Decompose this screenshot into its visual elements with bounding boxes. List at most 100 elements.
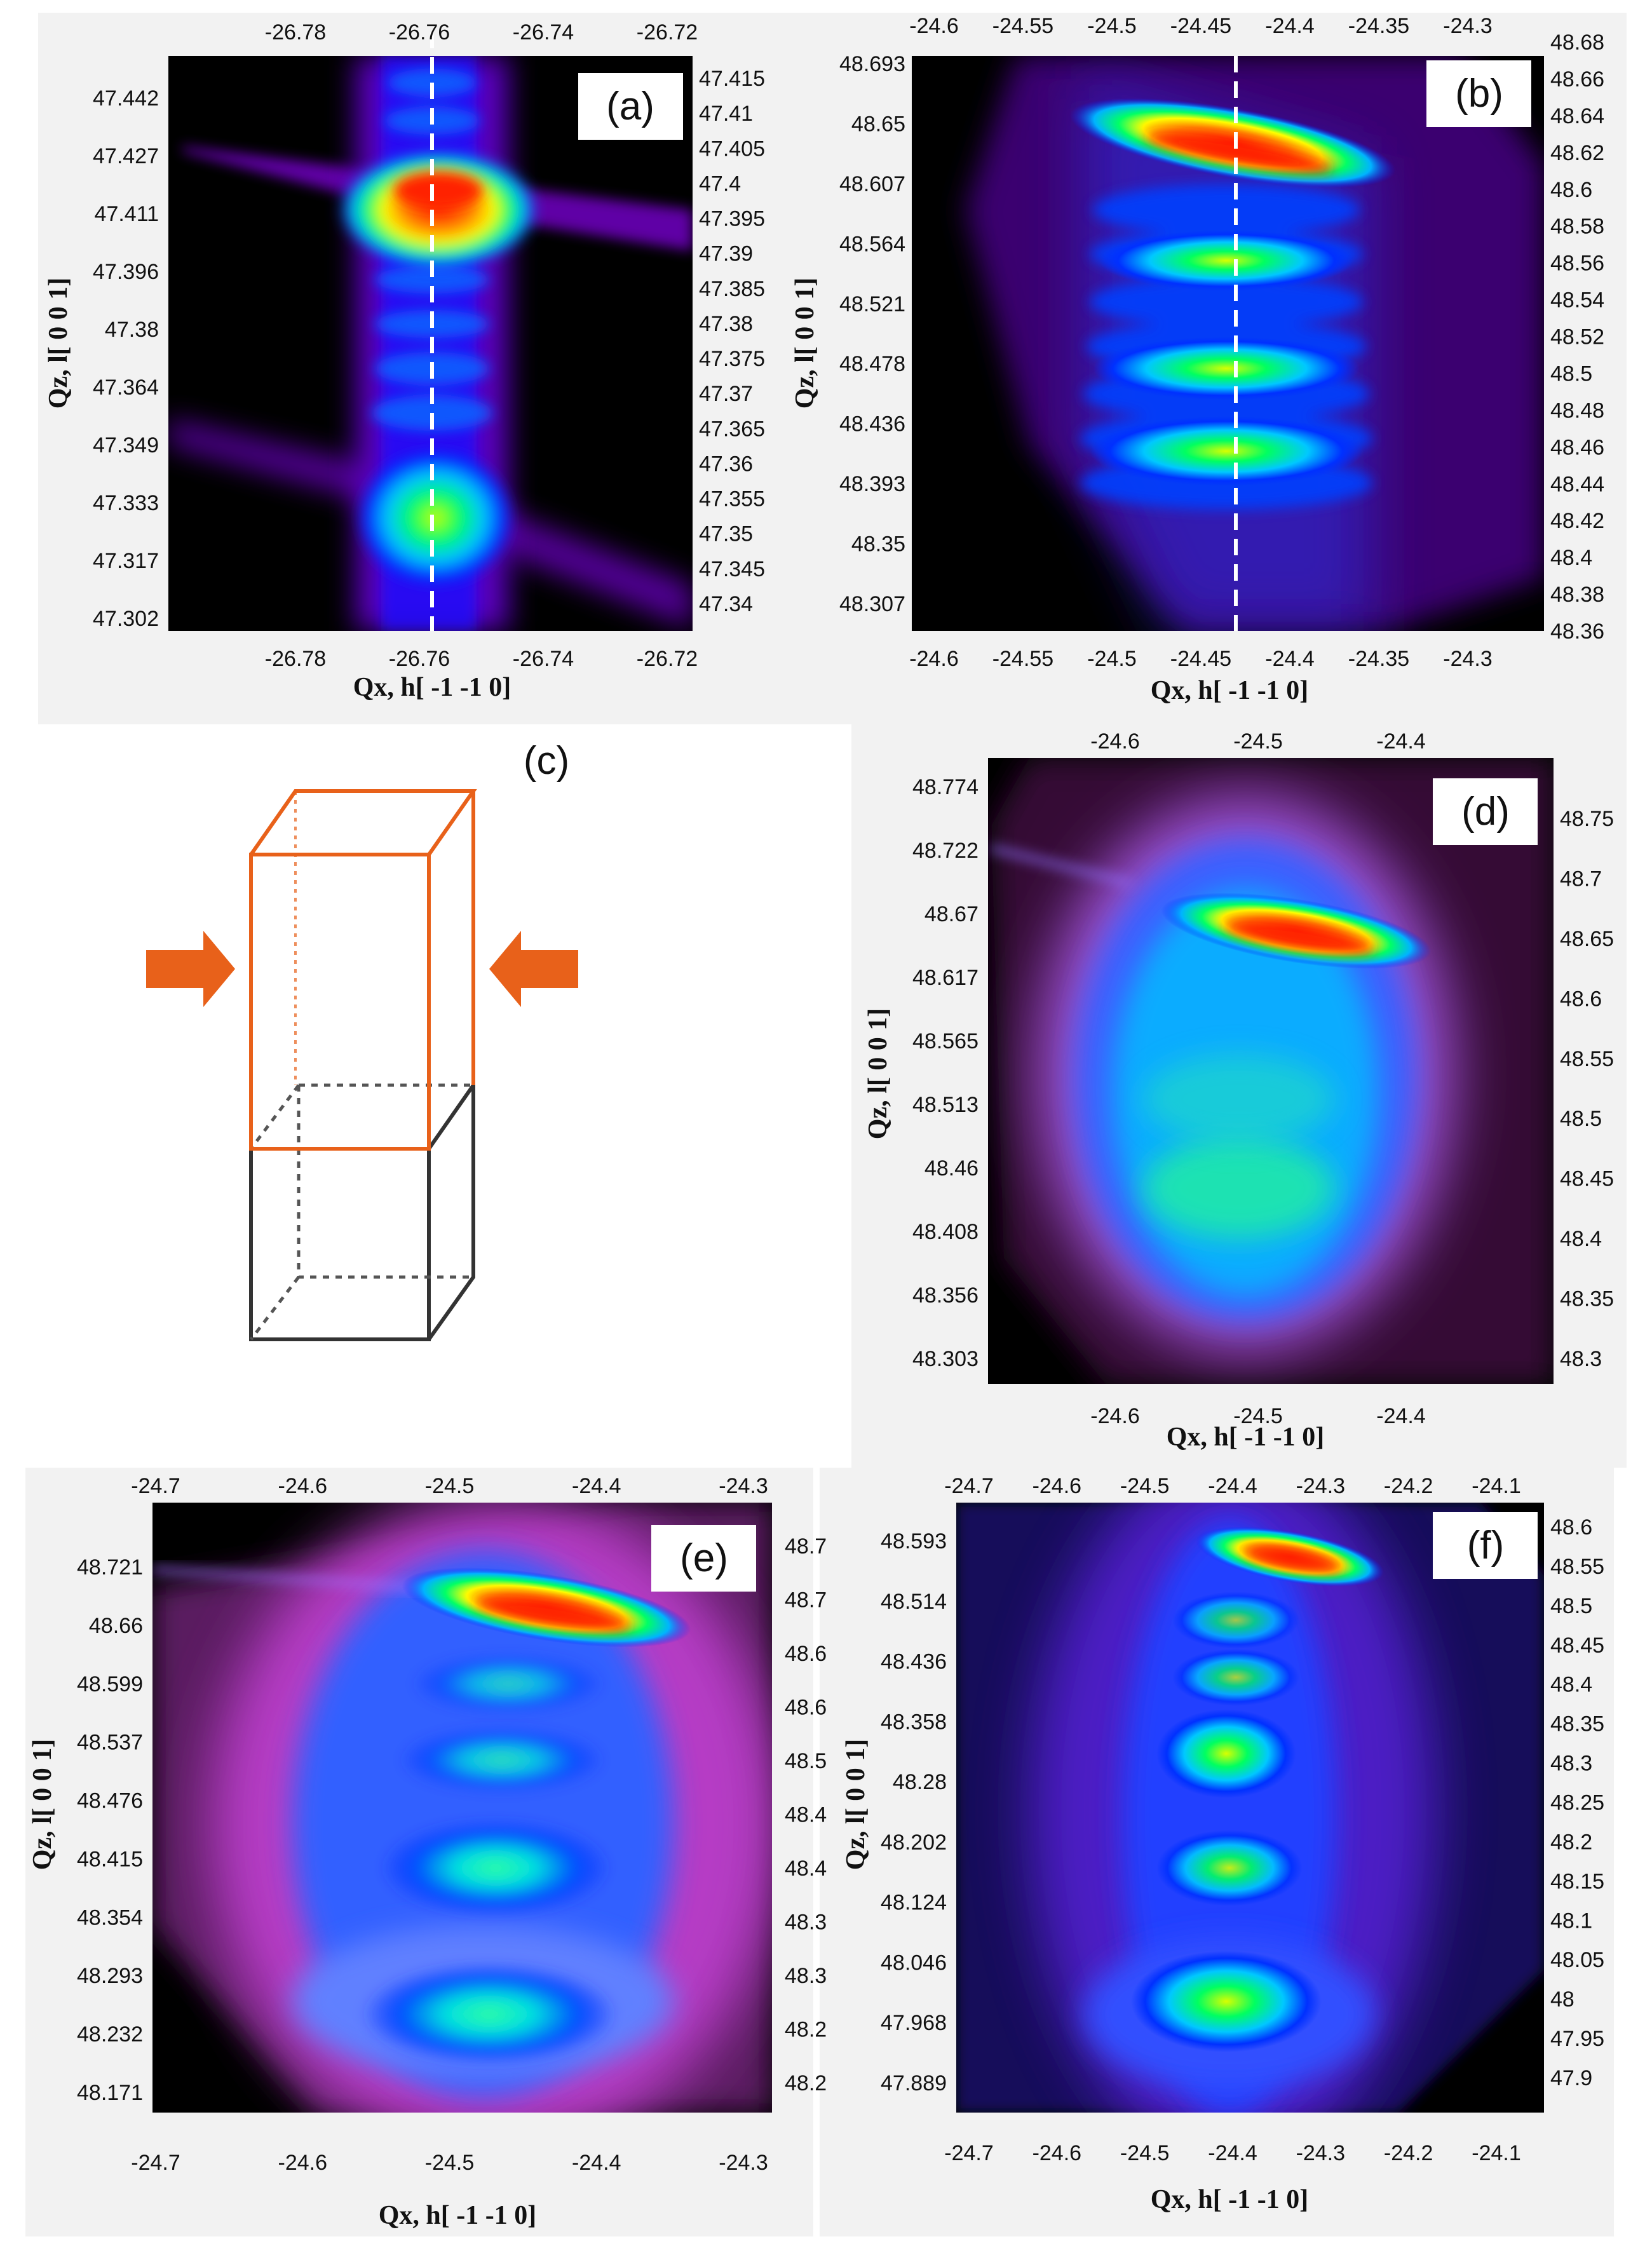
x-tick-label: -24.3 xyxy=(1296,2141,1346,2165)
y-tick-label: 48.6 xyxy=(785,1696,827,1720)
x-tick-label: -24.35 xyxy=(1348,647,1409,671)
y-tick-label: 47.411 xyxy=(95,202,159,226)
y-tick-label: 47.355 xyxy=(699,487,765,511)
y-tick-label: 48.722 xyxy=(912,839,978,863)
y-tick-label: 48.66 xyxy=(89,1614,143,1638)
y-tick-label: 48.67 xyxy=(924,902,978,926)
panel-d-y-ticks-left: 48.774 48.722 48.67 48.617 48.565 48.513 48.46… xyxy=(912,775,978,1371)
x-tick-label: -24.7 xyxy=(944,2141,994,2165)
y-tick-label: 48.05 xyxy=(1550,1948,1604,1972)
x-tick-label: -24.2 xyxy=(1384,1474,1433,1498)
x-tick-label: -24.2 xyxy=(1384,2141,1433,2165)
panel-a-y-ticks-right: 47.415 47.41 47.405 47.4 47.395 47.39 47.385 47… xyxy=(699,67,765,616)
panel-e-y-ticks-right: 48.7 48.7 48.6 48.6 48.5 48.4 48.4 48.3 48.3 48.2… xyxy=(785,1534,827,2095)
panel-f-xlabel: Qx, h[ -1 -1 0] xyxy=(1151,2185,1308,2214)
y-tick-label: 48.4 xyxy=(1550,1673,1592,1697)
y-tick-label: 48.293 xyxy=(77,1964,143,1988)
y-tick-label: 48.307 xyxy=(839,592,905,616)
panel-e-y-ticks-left: 48.721 48.66 48.599 48.537 48.476 48.415 48.35… xyxy=(77,1555,143,2105)
panel-a-y-ticks-left: 47.442 47.427 47.411 47.396 47.38 47.364 47.34… xyxy=(93,86,159,631)
y-tick-label: 48.514 xyxy=(881,1590,947,1614)
y-tick-label: 48.6 xyxy=(785,1642,827,1666)
y-tick-label: 48.537 xyxy=(77,1731,143,1755)
y-tick-label: 47.427 xyxy=(93,144,159,168)
y-tick-label: 48.5 xyxy=(1560,1107,1602,1131)
panel-f-x-ticks-top: -24.7 -24.6 -24.5 -24.4 -24.3 -24.2 -24.1 xyxy=(944,1474,1521,1498)
x-tick-label: -24.4 xyxy=(1265,14,1315,38)
y-tick-label: 48.65 xyxy=(851,112,905,136)
y-tick-label: 48.44 xyxy=(1550,472,1604,496)
y-tick-label: 47.385 xyxy=(699,277,765,301)
y-tick-label: 48.408 xyxy=(912,1220,978,1244)
panel-c-diagram xyxy=(146,789,578,1341)
y-tick-label: 48.42 xyxy=(1550,509,1604,533)
y-tick-label: 48.7 xyxy=(785,1534,827,1559)
panel-f-map xyxy=(956,1503,1544,2113)
y-tick-label: 48.46 xyxy=(924,1156,978,1181)
y-tick-label: 47.396 xyxy=(93,260,159,284)
y-tick-label: 48.5 xyxy=(785,1749,827,1773)
x-tick-label: -24.6 xyxy=(1090,1404,1140,1428)
x-tick-label: -24.7 xyxy=(131,1474,180,1498)
panel-f-x-ticks-bottom: -24.7 -24.6 -24.5 -24.4 -24.3 -24.2 -24.1 xyxy=(944,2141,1521,2165)
y-tick-label: 48.2 xyxy=(785,2071,827,2095)
panel-d-label: (d) xyxy=(1461,790,1510,834)
y-tick-label: 48.6 xyxy=(1560,987,1602,1011)
x-tick-label: -24.1 xyxy=(1472,2141,1521,2165)
x-tick-label: -24.5 xyxy=(1233,1404,1283,1428)
panel-f-label: (f) xyxy=(1467,1524,1505,1567)
panel-a-map xyxy=(168,32,693,631)
y-tick-label: 47.442 xyxy=(93,86,159,111)
y-tick-label: 48.35 xyxy=(1550,1712,1604,1736)
x-tick-label: -24.5 xyxy=(1087,647,1137,671)
y-tick-label: 48.4 xyxy=(785,1803,827,1827)
x-tick-label: -24.4 xyxy=(1265,647,1315,671)
y-tick-label: 47.889 xyxy=(881,2071,947,2095)
x-tick-label: -24.4 xyxy=(1376,729,1426,754)
y-tick-label: 48.232 xyxy=(77,2022,143,2046)
panel-d-y-ticks-right: 48.75 48.7 48.65 48.6 48.55 48.5 48.45 48.4 48.3… xyxy=(1560,807,1614,1371)
x-tick-label: -24.4 xyxy=(1208,1474,1257,1498)
panel-d-x-ticks-bottom: -24.6 -24.5 -24.4 xyxy=(1090,1404,1426,1428)
y-tick-label: 48.4 xyxy=(785,1857,827,1881)
y-tick-label: 48.171 xyxy=(77,2081,143,2105)
x-tick-label: -24.5 xyxy=(425,2151,475,2175)
y-tick-label: 48.356 xyxy=(912,1283,978,1308)
x-tick-label: -24.6 xyxy=(909,647,959,671)
x-tick-label: -24.6 xyxy=(278,2151,328,2175)
x-tick-label: -24.6 xyxy=(909,14,959,38)
y-tick-label: 48.521 xyxy=(839,292,905,316)
y-tick-label: 48.617 xyxy=(912,966,978,990)
y-tick-label: 48.478 xyxy=(839,352,905,376)
x-tick-label: -24.3 xyxy=(719,1474,768,1498)
y-tick-label: 48.3 xyxy=(1550,1752,1592,1776)
y-tick-label: 48.45 xyxy=(1550,1634,1604,1658)
x-tick-label: -26.74 xyxy=(513,647,574,671)
y-tick-label: 48.774 xyxy=(912,775,978,799)
panel-d-map xyxy=(988,758,1554,1384)
x-tick-label: -24.5 xyxy=(425,1474,475,1498)
y-tick-label: 48.6 xyxy=(1550,178,1592,202)
y-tick-label: 48.25 xyxy=(1550,1791,1604,1815)
y-tick-label: 48.303 xyxy=(912,1347,978,1371)
x-tick-label: -26.76 xyxy=(389,20,450,44)
y-tick-label: 48.48 xyxy=(1550,398,1604,423)
panel-b-y-ticks-left: 48.693 48.65 48.607 48.564 48.521 48.478 48.43… xyxy=(839,52,905,616)
panel-b-map xyxy=(912,56,1544,631)
x-tick-label: -24.5 xyxy=(1087,14,1137,38)
y-tick-label: 48.4 xyxy=(1550,546,1592,570)
y-tick-label: 48.693 xyxy=(839,52,905,76)
arrow-left-icon xyxy=(489,931,578,1007)
y-tick-label: 47.35 xyxy=(699,522,753,546)
y-tick-label: 47.333 xyxy=(93,491,159,515)
y-tick-label: 47.4 xyxy=(699,172,741,196)
y-tick-label: 48.593 xyxy=(881,1529,947,1553)
y-tick-label: 48.7 xyxy=(785,1588,827,1613)
y-tick-label: 48.565 xyxy=(912,1029,978,1053)
y-tick-label: 48.46 xyxy=(1550,435,1604,459)
x-tick-label: -24.4 xyxy=(572,1474,621,1498)
x-tick-label: -24.4 xyxy=(1208,2141,1257,2165)
panel-c-label: (c) xyxy=(524,739,569,783)
y-tick-label: 48.54 xyxy=(1550,288,1604,313)
